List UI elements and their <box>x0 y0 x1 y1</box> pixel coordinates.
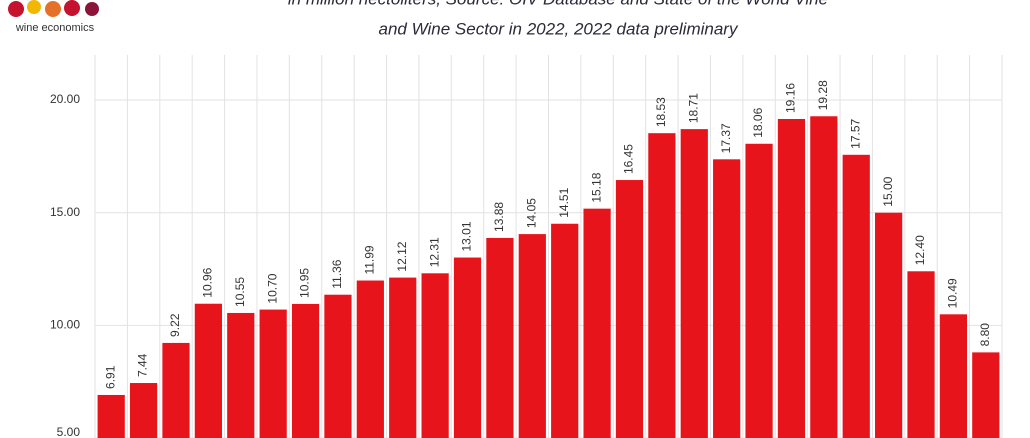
value-label: 18.71 <box>686 93 700 123</box>
value-label: 12.31 <box>427 237 441 267</box>
bar <box>227 312 255 438</box>
value-label: 19.16 <box>784 83 798 113</box>
logo-text: wine economics <box>15 22 95 34</box>
bar <box>421 273 449 438</box>
bar <box>583 208 611 438</box>
value-label: 8.80 <box>978 323 992 347</box>
value-label: 12.40 <box>913 235 927 265</box>
value-label: 6.91 <box>103 365 117 389</box>
bar <box>713 159 741 438</box>
bar <box>324 294 352 438</box>
bar <box>194 303 222 438</box>
bar <box>842 154 870 438</box>
logo: wine economics <box>8 0 99 34</box>
y-tick-label: 10.00 <box>50 318 80 332</box>
subtitle: in million hectoliters, Source: OIV Data… <box>288 0 828 8</box>
bar <box>356 280 384 438</box>
bar <box>551 223 579 438</box>
value-label: 14.05 <box>524 198 538 228</box>
value-label: 11.36 <box>330 259 344 288</box>
bar <box>129 383 158 438</box>
value-label: 10.55 <box>233 277 247 307</box>
bar <box>810 116 838 438</box>
bar <box>389 277 417 438</box>
value-label: 7.44 <box>136 353 150 377</box>
bar <box>939 314 968 438</box>
bar <box>97 394 125 438</box>
subtitle: and Wine Sector in 2022, 2022 data preli… <box>379 19 739 38</box>
bar <box>875 212 903 438</box>
bar <box>972 352 1000 438</box>
bar <box>291 303 320 438</box>
bar <box>486 237 514 438</box>
bar <box>648 133 676 438</box>
value-label: 19.28 <box>816 80 830 110</box>
bar <box>745 143 773 438</box>
bar <box>518 234 546 438</box>
bar <box>907 271 935 438</box>
bar <box>162 342 190 438</box>
value-label: 13.01 <box>460 221 474 251</box>
value-label: 17.37 <box>719 123 733 153</box>
bar <box>453 257 482 438</box>
y-tick-label: 5.00 <box>57 425 81 438</box>
y-tick-label: 15.00 <box>50 205 80 219</box>
value-label: 10.96 <box>201 267 215 297</box>
value-label: 10.70 <box>265 273 279 303</box>
bar <box>680 129 708 438</box>
value-label: 9.22 <box>168 313 182 337</box>
value-label: 12.12 <box>395 241 409 271</box>
value-label: 15.00 <box>881 176 895 206</box>
value-label: 15.18 <box>589 172 603 202</box>
value-label: 16.45 <box>622 144 636 174</box>
value-label: 10.95 <box>298 268 312 298</box>
value-label: 17.57 <box>848 118 862 148</box>
value-label: 13.88 <box>492 202 506 232</box>
bar <box>259 309 287 438</box>
value-label: 10.49 <box>946 278 960 308</box>
value-label: 18.53 <box>654 97 668 127</box>
value-label: 14.51 <box>557 187 571 217</box>
bar <box>777 118 806 438</box>
value-label: 18.06 <box>751 107 765 137</box>
bar <box>615 180 644 438</box>
value-label: 11.99 <box>363 245 377 274</box>
y-tick-label: 20.00 <box>50 92 80 106</box>
